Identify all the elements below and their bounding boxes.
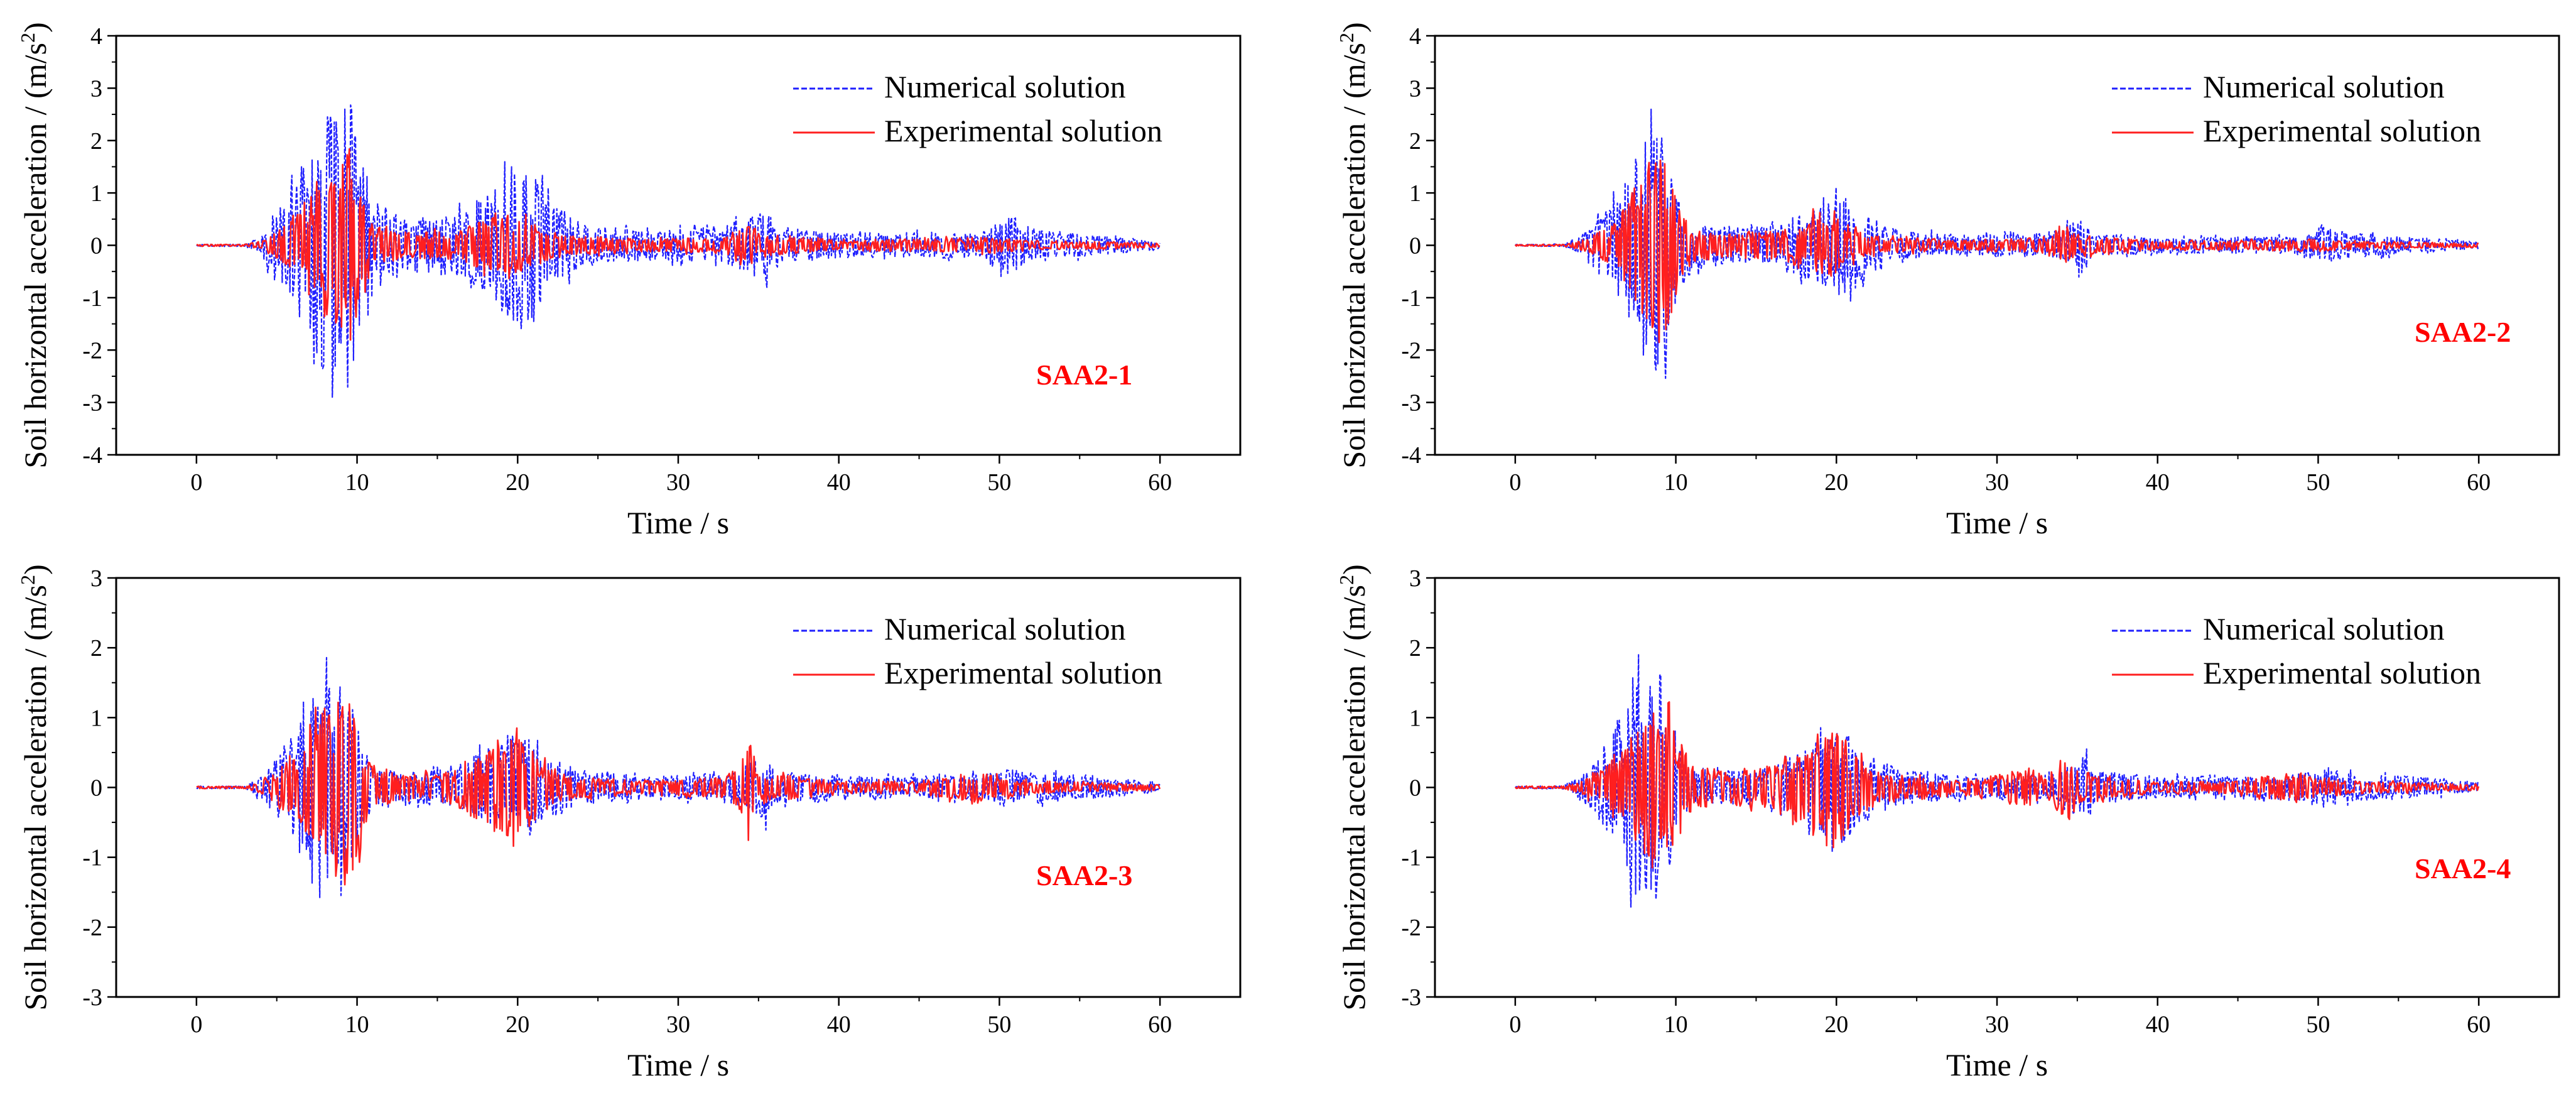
panel-label: SAA2-1 bbox=[1036, 359, 1132, 391]
x-tick-label: 30 bbox=[1985, 469, 2009, 496]
y-tick-label: 2 bbox=[90, 128, 102, 155]
panel-label: SAA2-2 bbox=[2415, 316, 2511, 348]
chart-panel-4: 0 10 20 30 40 50 60 -3 -2 -1 0 1 2 3 Time / s Soil hori… bbox=[1335, 564, 2560, 1082]
y-tick-label: 0 bbox=[1409, 233, 1421, 259]
series-experimental-solution bbox=[1514, 701, 2480, 869]
x-tick-label: 40 bbox=[2146, 1011, 2170, 1038]
y-tick-label: 1 bbox=[90, 180, 102, 207]
y-tick-label: -3 bbox=[1401, 390, 1421, 416]
chart-panel-1: 0 10 20 30 40 50 60 -4 -3 -2 -1 0 1 2 3 4 Time / s Soil h… bbox=[16, 22, 1242, 540]
x-tick-label: 40 bbox=[2146, 469, 2170, 496]
y-tick-label: -3 bbox=[82, 984, 102, 1011]
series-numerical-solution bbox=[196, 104, 1161, 398]
series-experimental-solution bbox=[1514, 159, 2479, 344]
x-axis-title: Time / s bbox=[627, 505, 729, 540]
legend: Numerical solution Experimental solution bbox=[793, 69, 1162, 148]
y-tick-label: -4 bbox=[1401, 442, 1421, 469]
series-numerical-solution bbox=[1515, 654, 2480, 908]
y-tick-label: 3 bbox=[90, 565, 102, 592]
x-tick-label: 20 bbox=[506, 1011, 529, 1038]
x-tick-label: 50 bbox=[2306, 1011, 2330, 1038]
y-tick-label: 3 bbox=[90, 75, 102, 102]
legend-label-experimental: Experimental solution bbox=[2203, 113, 2481, 148]
legend-label-numerical: Numerical solution bbox=[2203, 69, 2445, 104]
y-tick-label: 1 bbox=[1409, 705, 1421, 731]
y-tick-label: -2 bbox=[1401, 337, 1421, 364]
x-tick-label: 10 bbox=[1664, 469, 1688, 496]
series-numerical-solution bbox=[196, 656, 1161, 898]
x-tick-label: 60 bbox=[1148, 1011, 1172, 1038]
y-tick-label: -2 bbox=[82, 915, 102, 941]
legend-label-experimental: Experimental solution bbox=[884, 655, 1162, 690]
x-tick-label: 60 bbox=[2467, 469, 2491, 496]
legend: Numerical solution Experimental solution bbox=[2112, 611, 2481, 690]
x-tick-label: 30 bbox=[666, 469, 690, 496]
y-tick-label: 0 bbox=[90, 775, 102, 802]
y-tick-label: -2 bbox=[82, 337, 102, 364]
legend-label-experimental: Experimental solution bbox=[2203, 655, 2481, 690]
series-experimental-solution bbox=[196, 701, 1161, 886]
legend-label-numerical: Numerical solution bbox=[884, 69, 1126, 104]
x-tick-label: 10 bbox=[345, 469, 369, 496]
panel-label: SAA2-4 bbox=[2415, 852, 2511, 885]
y-tick-label: 1 bbox=[1409, 180, 1421, 207]
y-axis-title: Soil horizontal acceleration / (m/s2) bbox=[16, 564, 53, 1010]
x-tick-label: 30 bbox=[1985, 1011, 2009, 1038]
legend: Numerical solution Experimental solution bbox=[793, 611, 1162, 690]
x-tick-label: 20 bbox=[506, 469, 529, 496]
y-tick-label: 3 bbox=[1409, 565, 1421, 592]
y-tick-label: 2 bbox=[1409, 128, 1421, 155]
y-tick-label: 3 bbox=[1409, 75, 1421, 102]
y-tick-label: -3 bbox=[1401, 984, 1421, 1011]
x-tick-label: 20 bbox=[1824, 469, 1848, 496]
x-tick-label: 0 bbox=[190, 469, 202, 496]
x-tick-label: 50 bbox=[987, 1011, 1011, 1038]
chart-panel-2: 0 10 20 30 40 50 60 -4 -3 -2 -1 0 1 2 3 4 Time / s Soil h… bbox=[1335, 22, 2560, 540]
x-tick-label: 0 bbox=[1509, 469, 1521, 496]
x-tick-label: 60 bbox=[2467, 1011, 2491, 1038]
y-tick-label: -4 bbox=[82, 442, 102, 469]
y-tick-label: -1 bbox=[82, 285, 102, 312]
x-tick-label: 10 bbox=[1664, 1011, 1688, 1038]
y-tick-label: -2 bbox=[1401, 915, 1421, 941]
y-tick-label: -1 bbox=[82, 845, 102, 871]
x-axis-title: Time / s bbox=[627, 1047, 729, 1082]
x-tick-label: 0 bbox=[1509, 1011, 1521, 1038]
x-tick-label: 60 bbox=[1148, 469, 1172, 496]
y-tick-label: 4 bbox=[1409, 23, 1421, 50]
x-tick-label: 50 bbox=[987, 469, 1011, 496]
y-tick-label: 1 bbox=[90, 705, 102, 731]
y-axis-title: Soil horizontal acceleration / (m/s2) bbox=[16, 22, 53, 468]
y-tick-label: 2 bbox=[1409, 635, 1421, 661]
y-tick-label: 0 bbox=[90, 233, 102, 259]
legend-label-experimental: Experimental solution bbox=[884, 113, 1162, 148]
x-tick-label: 40 bbox=[827, 1011, 851, 1038]
y-tick-label: 2 bbox=[90, 635, 102, 661]
x-tick-label: 50 bbox=[2306, 469, 2330, 496]
y-tick-label: -1 bbox=[1401, 845, 1421, 871]
x-axis-title: Time / s bbox=[1946, 505, 2048, 540]
x-tick-label: 0 bbox=[190, 1011, 202, 1038]
y-tick-label: 0 bbox=[1409, 775, 1421, 802]
y-axis-title: Soil horizontal acceleration / (m/s2) bbox=[1335, 22, 1372, 468]
legend-label-numerical: Numerical solution bbox=[2203, 611, 2445, 646]
y-tick-label: 4 bbox=[90, 23, 102, 50]
x-tick-label: 10 bbox=[345, 1011, 369, 1038]
legend-label-numerical: Numerical solution bbox=[884, 611, 1126, 646]
x-tick-label: 40 bbox=[827, 469, 851, 496]
y-tick-label: -1 bbox=[1401, 285, 1421, 312]
panel-label: SAA2-3 bbox=[1036, 859, 1132, 891]
x-tick-label: 20 bbox=[1824, 1011, 1848, 1038]
y-tick-label: -3 bbox=[82, 390, 102, 416]
y-axis-title: Soil horizontal acceleration / (m/s2) bbox=[1335, 564, 1372, 1010]
chart-panel-3: 0 10 20 30 40 50 60 -3 -2 -1 0 1 2 3 Time / s Soil hori… bbox=[16, 564, 1242, 1082]
legend: Numerical solution Experimental solution bbox=[2112, 69, 2481, 148]
x-axis-title: Time / s bbox=[1946, 1047, 2048, 1082]
x-tick-label: 30 bbox=[666, 1011, 690, 1038]
series-experimental-solution bbox=[196, 148, 1161, 341]
